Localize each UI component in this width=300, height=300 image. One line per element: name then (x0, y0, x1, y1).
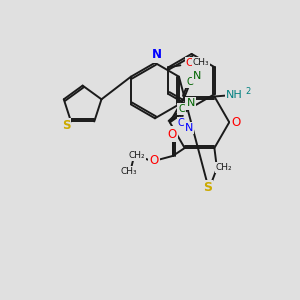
Text: 2: 2 (245, 87, 251, 96)
Text: CH₃: CH₃ (121, 167, 137, 176)
Text: C: C (178, 104, 185, 114)
Text: N: N (186, 98, 195, 108)
Text: O: O (167, 128, 176, 141)
Text: CH₂: CH₂ (129, 152, 146, 160)
Text: N: N (185, 123, 193, 133)
Text: CH₂: CH₂ (216, 163, 232, 172)
Text: S: S (203, 181, 212, 194)
Text: C: C (186, 77, 193, 87)
Text: C: C (178, 118, 184, 128)
Text: N: N (194, 71, 202, 81)
Text: O: O (232, 116, 241, 129)
Text: CH₃: CH₃ (193, 58, 209, 67)
Text: O: O (186, 58, 195, 68)
Text: O: O (149, 154, 159, 167)
Text: N: N (152, 48, 162, 62)
Text: S: S (62, 119, 70, 132)
Text: NH: NH (226, 89, 243, 100)
